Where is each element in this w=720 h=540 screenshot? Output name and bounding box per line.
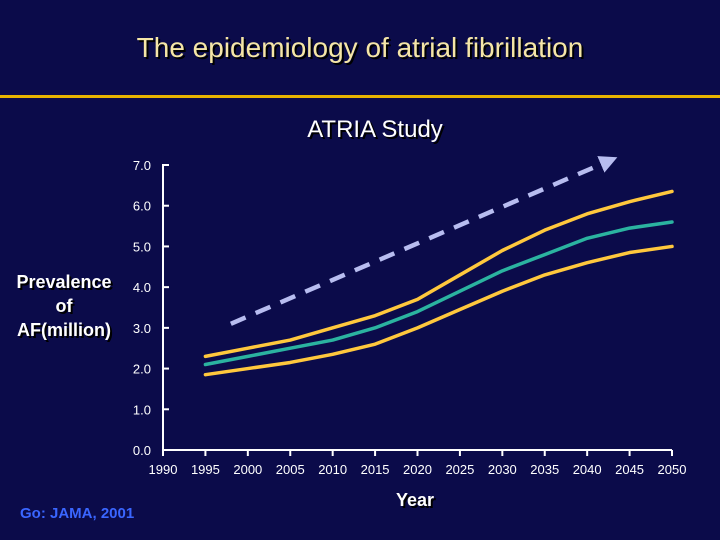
y-axis-label-line: of — [55, 296, 73, 316]
chart-title: ATRIA Study — [307, 116, 443, 143]
x-tick-label: 2025 — [445, 462, 474, 477]
x-tick-label: 2045 — [615, 462, 644, 477]
series-lines — [203, 156, 674, 377]
y-tick-label: 0.0 — [133, 443, 151, 458]
title-divider — [0, 95, 720, 98]
trend-arrow — [229, 156, 618, 326]
x-tick-label: 2050 — [658, 462, 687, 477]
y-tick-label: 2.0 — [133, 362, 151, 377]
y-tick-label: 6.0 — [133, 199, 151, 214]
x-tick-label: 2005 — [276, 462, 305, 477]
page-title: The epidemiology of atrial fibrillation — [136, 32, 584, 63]
x-tick-label: 2040 — [573, 462, 602, 477]
y-axis-label: Prevalence of AF(million) — [8, 270, 120, 342]
series-line-2 — [203, 220, 674, 367]
y-tick-label: 4.0 — [133, 280, 151, 295]
series-line-3 — [203, 244, 674, 377]
y-tick-label: 3.0 — [133, 321, 151, 336]
axes: 0.0 1.0 2.0 3.0 4.0 5.0 6.0 7.0 1990 1995 2000 2005… — [133, 158, 687, 477]
y-axis-label-line: AF(million) — [17, 320, 111, 340]
y-tick-label: 5.0 — [133, 239, 151, 254]
x-tick-label: 2035 — [530, 462, 559, 477]
x-tick-label: 2030 — [488, 462, 517, 477]
x-tick-label: 1990 — [149, 462, 178, 477]
x-axis-label: Year — [395, 490, 435, 510]
series-line-1 — [203, 189, 674, 359]
y-tick-label: 1.0 — [133, 402, 151, 417]
x-tick-label: 2010 — [318, 462, 347, 477]
x-tick-label: 1995 — [191, 462, 220, 477]
x-tick-label: 2000 — [233, 462, 262, 477]
x-tick-label: 2020 — [403, 462, 432, 477]
source-citation: Go: JAMA, 2001 — [20, 505, 135, 522]
x-tick-label: 2015 — [361, 462, 390, 477]
y-tick-label: 7.0 — [133, 158, 151, 173]
y-axis-label-line: Prevalence — [16, 272, 112, 292]
